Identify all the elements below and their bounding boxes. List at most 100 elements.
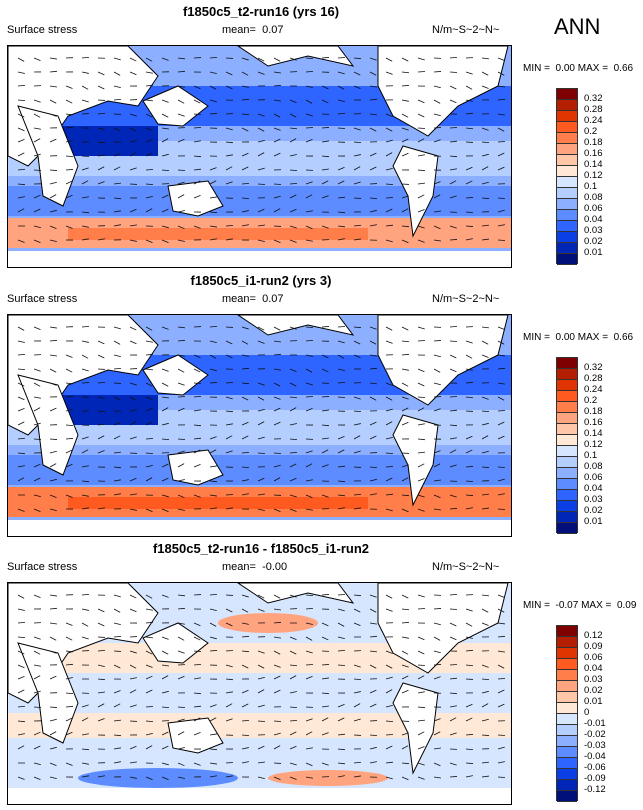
- wind-stress-vector: [241, 466, 250, 469]
- wind-stress-vector: [369, 478, 377, 482]
- wind-stress-vector: [33, 368, 41, 372]
- wind-stress-vector: [465, 466, 474, 468]
- wind-stress-vector: [337, 608, 345, 612]
- wind-stress-vector: [433, 382, 441, 386]
- wind-stress-vector: [209, 99, 217, 103]
- wind-stress-vector: [241, 354, 249, 357]
- colorbar: [556, 357, 578, 534]
- wind-stress-vector: [225, 608, 233, 613]
- wind-stress-vector: [241, 182, 250, 185]
- wind-stress-vector: [129, 224, 137, 227]
- wind-stress-vector: [481, 761, 489, 764]
- wind-stress-vector: [337, 480, 346, 483]
- colorbar-swatch: [557, 435, 577, 446]
- wind-stress-vector: [209, 593, 218, 596]
- wind-stress-vector: [353, 410, 362, 413]
- wind-stress-vector: [481, 141, 490, 143]
- wind-stress-vector: [385, 167, 393, 171]
- colorbar-tick-label: 0.02: [584, 685, 603, 696]
- colorbar-tick-label: 0.04: [584, 663, 603, 674]
- wind-stress-vector: [65, 706, 74, 708]
- wind-stress-vector: [65, 449, 73, 454]
- wind-stress-vector: [225, 181, 233, 185]
- wind-stress-vector: [145, 664, 153, 668]
- wind-stress-vector: [481, 435, 489, 440]
- wind-stress-vector: [305, 354, 313, 357]
- wind-stress-vector: [193, 368, 201, 373]
- wind-stress-vector: [49, 731, 57, 736]
- wind-stress-vector: [497, 340, 505, 345]
- wind-stress-vector: [337, 57, 346, 59]
- wind-stress-vector: [145, 113, 153, 118]
- wind-stress-vector: [97, 127, 105, 131]
- colorbar-swatch: [557, 155, 577, 166]
- wind-stress-vector: [401, 689, 409, 694]
- wind-stress-vector: [465, 748, 474, 751]
- wind-stress-vector: [273, 183, 282, 185]
- wind-stress-vector: [65, 169, 74, 171]
- wind-stress-vector: [321, 409, 329, 412]
- wind-stress-vector: [465, 197, 474, 199]
- land-mass: [236, 45, 355, 67]
- colorbar-tick-label: 0.1: [584, 181, 598, 192]
- wind-stress-vector: [481, 354, 489, 358]
- wind-stress-vector: [17, 636, 26, 639]
- wind-stress-vector: [49, 85, 57, 88]
- wind-stress-vector: [337, 99, 345, 102]
- wind-stress-vector: [481, 71, 489, 76]
- wind-stress-vector: [81, 636, 89, 640]
- wind-stress-vector: [417, 169, 426, 172]
- wind-stress-vector: [97, 507, 105, 510]
- wind-stress-vector: [353, 396, 361, 400]
- wind-stress-vector: [129, 608, 137, 613]
- colorbar-tick-label: 0.12: [584, 170, 603, 181]
- wind-stress-vector: [113, 664, 121, 669]
- wind-stress-vector: [81, 593, 90, 596]
- wind-stress-vector: [113, 435, 121, 440]
- wind-stress-vector: [193, 225, 201, 229]
- wind-stress-vector: [289, 154, 297, 157]
- wind-stress-vector: [81, 608, 89, 611]
- wind-stress-vector: [465, 354, 473, 359]
- wind-stress-vector: [305, 70, 314, 73]
- wind-stress-vector: [225, 450, 233, 454]
- wind-stress-vector: [465, 775, 473, 778]
- colorbar-tick-label: 0.18: [584, 406, 603, 417]
- wind-stress-vector: [273, 477, 281, 482]
- wind-stress-vector: [145, 340, 153, 343]
- wind-stress-vector: [241, 479, 249, 482]
- wind-stress-vector: [257, 71, 265, 75]
- wind-stress-vector: [97, 112, 106, 115]
- wind-stress-vector: [225, 396, 233, 400]
- wind-stress-vector: [481, 326, 489, 329]
- wind-stress-vector: [273, 353, 282, 356]
- colorbar-tick-label: 0.24: [584, 384, 603, 395]
- wind-stress-vector: [305, 463, 313, 468]
- colorbar-tick-label: -0.01: [584, 718, 606, 729]
- wind-stress-vector: [481, 181, 489, 185]
- wind-stress-vector: [289, 208, 297, 213]
- wind-stress-vector: [225, 71, 233, 76]
- wind-stress-vector: [449, 354, 457, 359]
- min-value: 0.00: [555, 63, 575, 74]
- wind-stress-vector: [353, 238, 361, 241]
- wind-stress-vector: [257, 452, 266, 454]
- wind-stress-vector: [241, 622, 249, 625]
- wind-stress-vector: [433, 396, 442, 398]
- wind-stress-vector: [81, 507, 89, 510]
- wind-stress-vector: [257, 224, 265, 227]
- wind-stress-vector: [369, 703, 377, 708]
- max-label: MAX =: [581, 600, 612, 611]
- wind-stress-vector: [497, 367, 506, 370]
- wind-stress-vector: [145, 57, 153, 62]
- wind-stress-vector: [177, 326, 185, 329]
- colorbar-tick-label: 0.08: [584, 192, 603, 203]
- wind-stress-vector: [113, 210, 121, 213]
- wind-stress-vector: [433, 181, 441, 185]
- wind-stress-vector: [145, 720, 154, 723]
- wind-stress-vector: [433, 650, 441, 654]
- wind-stress-vector: [225, 354, 233, 359]
- wind-stress-vector: [305, 57, 314, 59]
- wind-stress-vector: [177, 194, 185, 199]
- wind-stress-vector: [161, 438, 170, 440]
